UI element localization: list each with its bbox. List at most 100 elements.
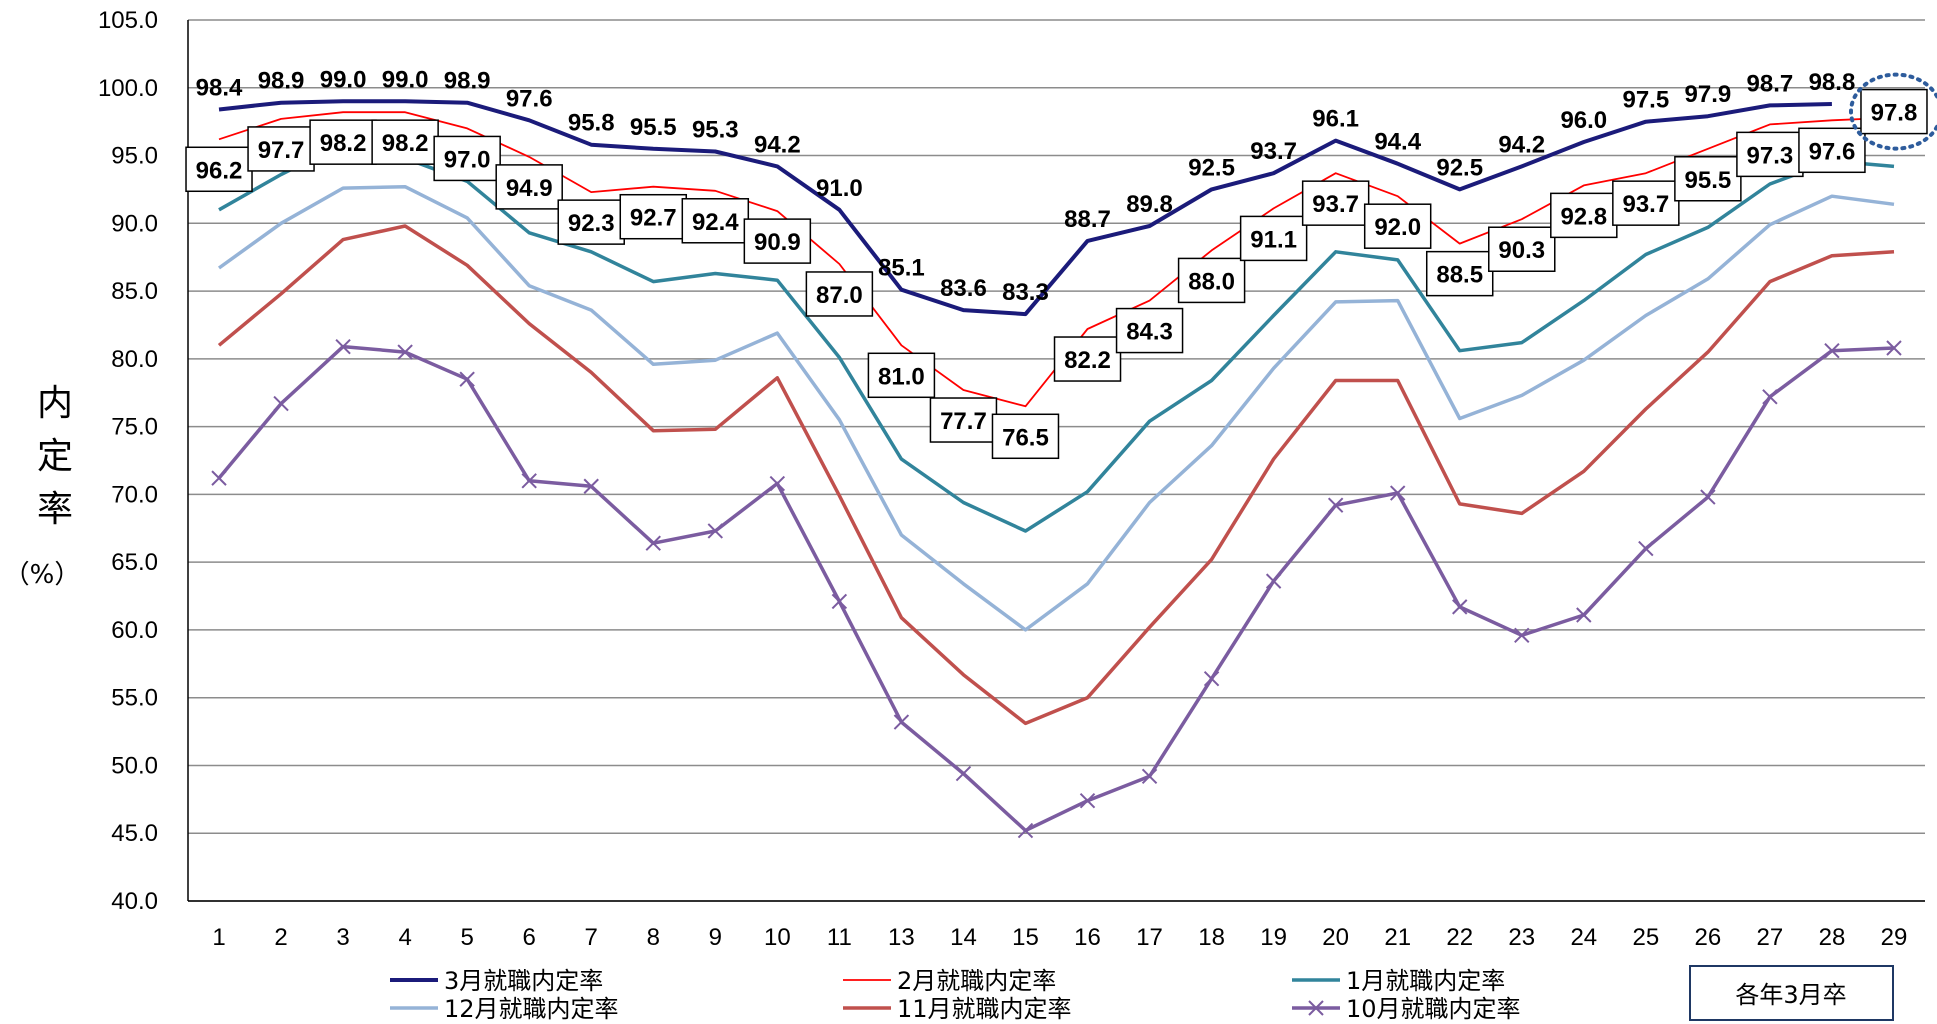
label-box: [371, 119, 439, 165]
data-point-marker: [769, 475, 786, 492]
boxed-data-label: 90.9: [743, 218, 812, 264]
boxed-data-label: 98.2: [309, 119, 377, 165]
data-label: 92.7: [630, 205, 677, 232]
y-tick-label: 40.0: [111, 888, 158, 915]
data-point-marker: [1576, 607, 1592, 623]
data-label: 94.4: [1374, 129, 1421, 156]
legend-item: 1月就職内定率: [1292, 967, 1505, 995]
y-tick-label: 55.0: [111, 685, 158, 712]
data-label: 90.9: [754, 229, 801, 256]
data-point-marker: [1638, 540, 1654, 557]
data-label: 97.0: [444, 146, 491, 173]
series-line: [218, 99, 1832, 317]
data-label: 98.2: [382, 130, 429, 157]
data-point-marker: [1327, 497, 1344, 513]
x-tick-label: 28: [1819, 924, 1846, 951]
boxed-data-label: 88.0: [1177, 257, 1246, 304]
data-point-marker: [1017, 822, 1034, 839]
axis-layer: 40.0 45.0 50.0 55.0 60.0 65.0 70.0 75.0 80.0 85.0…: [98, 7, 1925, 951]
x-tick-label: 3: [336, 924, 349, 951]
data-point-marker: [1886, 340, 1902, 356]
data-point-marker: [1700, 489, 1716, 505]
marker-stroke: [459, 371, 475, 387]
data-label: 97.7: [258, 137, 305, 164]
label-box: [1612, 180, 1680, 226]
marker-stroke: [583, 478, 599, 494]
data-point-marker: [1762, 389, 1778, 405]
y-tick-label: 70.0: [111, 481, 158, 508]
data-label: 91.1: [1250, 226, 1297, 253]
data-label: 97.6: [506, 85, 553, 112]
data-label: 95.5: [630, 114, 677, 141]
data-label: 85.1: [878, 255, 925, 282]
marker-stroke: [1017, 822, 1034, 839]
boxed-data-label: 90.3: [1488, 226, 1556, 272]
boxed-data-label: 93.7: [1301, 180, 1370, 226]
series-line: [217, 184, 1895, 632]
data-point-marker: [893, 714, 910, 730]
x-tick-label: 27: [1757, 924, 1784, 951]
x-tick-label: 17: [1136, 924, 1163, 951]
data-point-marker: [1452, 599, 1468, 615]
x-tick-label: 20: [1322, 924, 1349, 951]
series-line: [217, 344, 1895, 833]
data-label: 92.5: [1436, 154, 1483, 181]
x-tick-label: 29: [1881, 924, 1908, 951]
data-point-marker: [1079, 792, 1096, 809]
legend-label: 12月就職内定率: [444, 995, 619, 1023]
marker-stroke: [707, 523, 724, 539]
boxed-data-label: 92.4: [681, 198, 750, 244]
boxed-data-label: 76.5: [991, 413, 1060, 460]
data-label: 92.8: [1560, 203, 1607, 230]
marker-stroke: [1327, 497, 1344, 513]
data-point-marker: [521, 473, 537, 489]
boxed-data-label: 97.6: [1798, 127, 1866, 174]
boxed-data-label: 91.1: [1239, 215, 1308, 262]
label-box: [681, 198, 750, 244]
data-label: 88.0: [1188, 268, 1235, 295]
x-tick-label: 24: [1570, 924, 1597, 951]
data-point-marker: [335, 338, 351, 355]
label-box: [1177, 257, 1246, 304]
label-box: [309, 119, 377, 165]
data-label: 77.7: [940, 408, 987, 435]
x-tick-label: 10: [764, 924, 791, 951]
marker-stroke: [893, 714, 910, 730]
x-tick-label: 16: [1074, 924, 1101, 951]
data-label: 95.5: [1685, 167, 1732, 194]
data-point-marker: [955, 765, 972, 782]
y-tick-label: 65.0: [111, 549, 158, 576]
y-axis-title-char: 定: [37, 436, 73, 477]
data-point-marker: [1141, 768, 1158, 785]
data-label: 93.7: [1622, 191, 1669, 218]
marker-stroke: [335, 338, 351, 355]
label-box: [557, 199, 625, 245]
boxed-data-label: 97.8: [1860, 88, 1928, 135]
boxed-data-label: 87.0: [805, 271, 874, 317]
label-box: [1798, 127, 1866, 174]
x-tick-label: 11: [827, 924, 852, 951]
x-tick-label: 19: [1260, 924, 1287, 951]
data-label: 97.9: [1685, 81, 1732, 108]
marker-stroke: [1700, 489, 1716, 505]
x-tick-label: 13: [888, 924, 915, 951]
label-box: [991, 413, 1060, 460]
data-label: 89.8: [1126, 191, 1173, 218]
label-box: [1115, 307, 1184, 354]
y-tick-label: 45.0: [111, 820, 158, 847]
data-label: 83.3: [1002, 279, 1049, 306]
label-box: [1860, 88, 1928, 135]
boxed-data-label: 98.2: [371, 119, 439, 165]
data-label: 96.0: [1560, 107, 1607, 134]
data-label: 99.0: [382, 66, 429, 93]
boxed-data-label: 77.7: [929, 397, 998, 443]
marker-stroke: [521, 473, 537, 489]
y-tick-label: 90.0: [111, 210, 158, 237]
marker-stroke: [1576, 607, 1592, 623]
x-tick-label: 14: [950, 924, 977, 951]
label-box: [1736, 131, 1804, 178]
data-label: 91.0: [816, 175, 863, 202]
y-tick-label: 80.0: [111, 346, 158, 373]
